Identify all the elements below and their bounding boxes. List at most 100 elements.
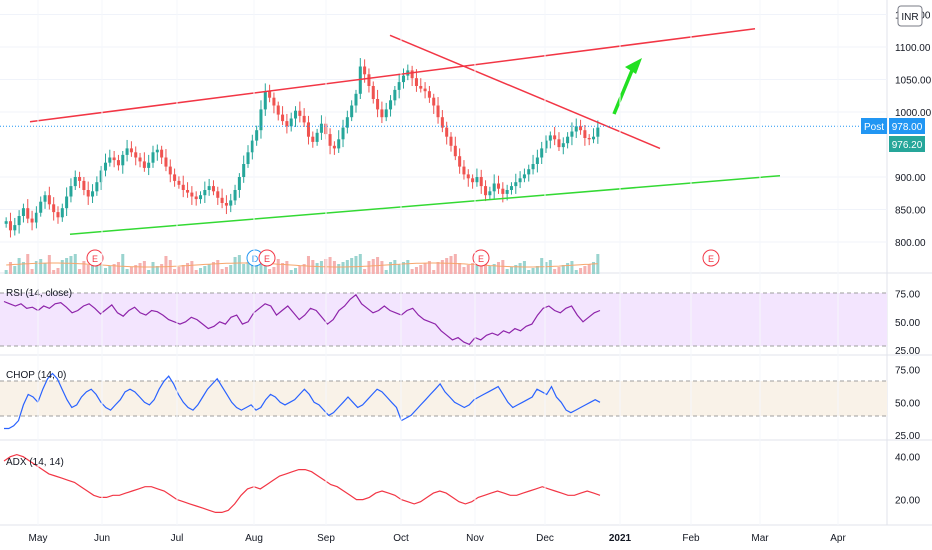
volume-bar — [553, 269, 557, 274]
volume-bar — [121, 254, 125, 274]
volume-bar — [592, 262, 596, 274]
volume-bar — [134, 265, 138, 274]
post-label: Post — [864, 122, 884, 133]
candle-body — [198, 195, 203, 200]
volume-bar — [471, 263, 475, 274]
candle-body — [561, 143, 565, 148]
rsi-label: RSI (14, close) — [6, 288, 72, 299]
candle-body — [13, 225, 17, 231]
chop-panel[interactable]: CHOP (14, 0) 75.00 50.00 25.00 — [0, 366, 920, 442]
candle-body — [587, 138, 591, 140]
x-tick-label: Oct — [393, 533, 409, 544]
candle-body — [99, 170, 103, 183]
volume-bar — [125, 269, 129, 274]
volume-bar — [319, 261, 323, 274]
volume-bar — [181, 265, 185, 274]
trendline[interactable] — [389, 34, 661, 150]
candle-body — [540, 148, 544, 158]
candle-body — [272, 97, 276, 106]
volume-bar — [129, 267, 133, 274]
candle-body — [229, 200, 233, 206]
volume-bar — [151, 262, 155, 274]
chop-label: CHOP (14, 0) — [6, 370, 66, 381]
volume-bar — [246, 262, 250, 274]
volume-bar — [306, 256, 310, 274]
volume-bar — [328, 257, 332, 274]
volume-bar — [384, 270, 388, 274]
trendline[interactable] — [29, 28, 756, 123]
volume-bar — [30, 269, 34, 274]
volume-bar — [363, 269, 367, 274]
candle-body — [471, 178, 475, 183]
candle-body — [134, 152, 138, 158]
candle-body — [17, 216, 21, 226]
candle-body — [34, 212, 38, 223]
candle-body — [73, 177, 77, 187]
volume-bar — [108, 266, 112, 274]
volume-bar — [155, 266, 159, 274]
candle-body — [315, 132, 319, 142]
candle-body — [496, 183, 501, 189]
candle-body — [160, 149, 164, 158]
currency-badge[interactable] — [897, 5, 923, 27]
volume-bar — [268, 269, 272, 274]
volume-bar — [34, 261, 38, 274]
volume-bar — [173, 269, 177, 274]
candle-body — [65, 196, 69, 209]
price-tick-label: 900.00 — [895, 173, 926, 184]
volume-bar — [186, 263, 190, 274]
candle-body — [121, 154, 125, 166]
volume-bar — [475, 261, 479, 274]
x-axis[interactable]: May Jun Jul Aug Sep Oct Nov Dec 2021 Feb Mar Apr — [29, 0, 847, 544]
candle-body — [207, 186, 211, 190]
candle-body — [354, 93, 358, 106]
rsi-line — [3, 293, 601, 346]
volume-bar — [436, 262, 440, 274]
candle-body — [177, 180, 181, 185]
candle-body — [376, 99, 380, 110]
price-panel[interactable]: 1150.001100.001050.001000.00900.00850.00… — [0, 5, 932, 274]
candle-body — [484, 186, 488, 196]
earnings-marker-icon[interactable] — [258, 249, 276, 267]
candle-body — [164, 157, 168, 167]
trendline[interactable] — [69, 174, 781, 235]
rsi-panel[interactable]: RSI (14, close) 75.00 50.00 25.00 — [0, 288, 920, 357]
green-arrow-icon — [612, 67, 635, 115]
earnings-marker-icon[interactable] — [702, 249, 720, 267]
candle-body — [112, 157, 116, 161]
volume-bar — [479, 264, 483, 274]
x-tick-label: Feb — [682, 533, 700, 544]
volume-bar — [17, 258, 21, 274]
candle-body — [488, 191, 492, 196]
last-price-tag-bg — [889, 136, 925, 152]
volume-bar — [198, 268, 203, 274]
candle-body — [389, 100, 393, 110]
adx-panel[interactable]: ADX (14, 14) 40.00 20.00 — [3, 453, 920, 513]
volume-bar — [544, 262, 548, 274]
price-tick-label: 1100.00 — [895, 43, 931, 54]
volume-bar — [406, 260, 410, 274]
candle-body — [302, 115, 306, 123]
volume-bar — [548, 260, 552, 274]
volume-bar — [21, 262, 25, 274]
chop-tick-label: 25.00 — [895, 431, 920, 442]
earnings-marker-icon[interactable] — [472, 249, 490, 267]
volume-bar — [414, 267, 418, 274]
candle-body — [116, 160, 120, 166]
earnings-marker-icon[interactable] — [86, 249, 104, 267]
candle-body — [350, 105, 354, 118]
rsi-band — [0, 293, 887, 346]
rsi-tick-label: 75.00 — [895, 290, 920, 301]
candle-body — [203, 190, 207, 196]
candle-body — [574, 126, 578, 132]
candle-body — [108, 157, 112, 163]
candle-body — [332, 145, 336, 149]
volume-bar — [103, 268, 108, 274]
volume-bar — [566, 263, 570, 274]
candle-body — [52, 204, 56, 213]
candle-body — [328, 134, 332, 146]
candle-body — [224, 203, 228, 206]
volume-bar — [56, 268, 60, 274]
candle-body — [345, 117, 349, 128]
volume-bar — [190, 261, 194, 274]
